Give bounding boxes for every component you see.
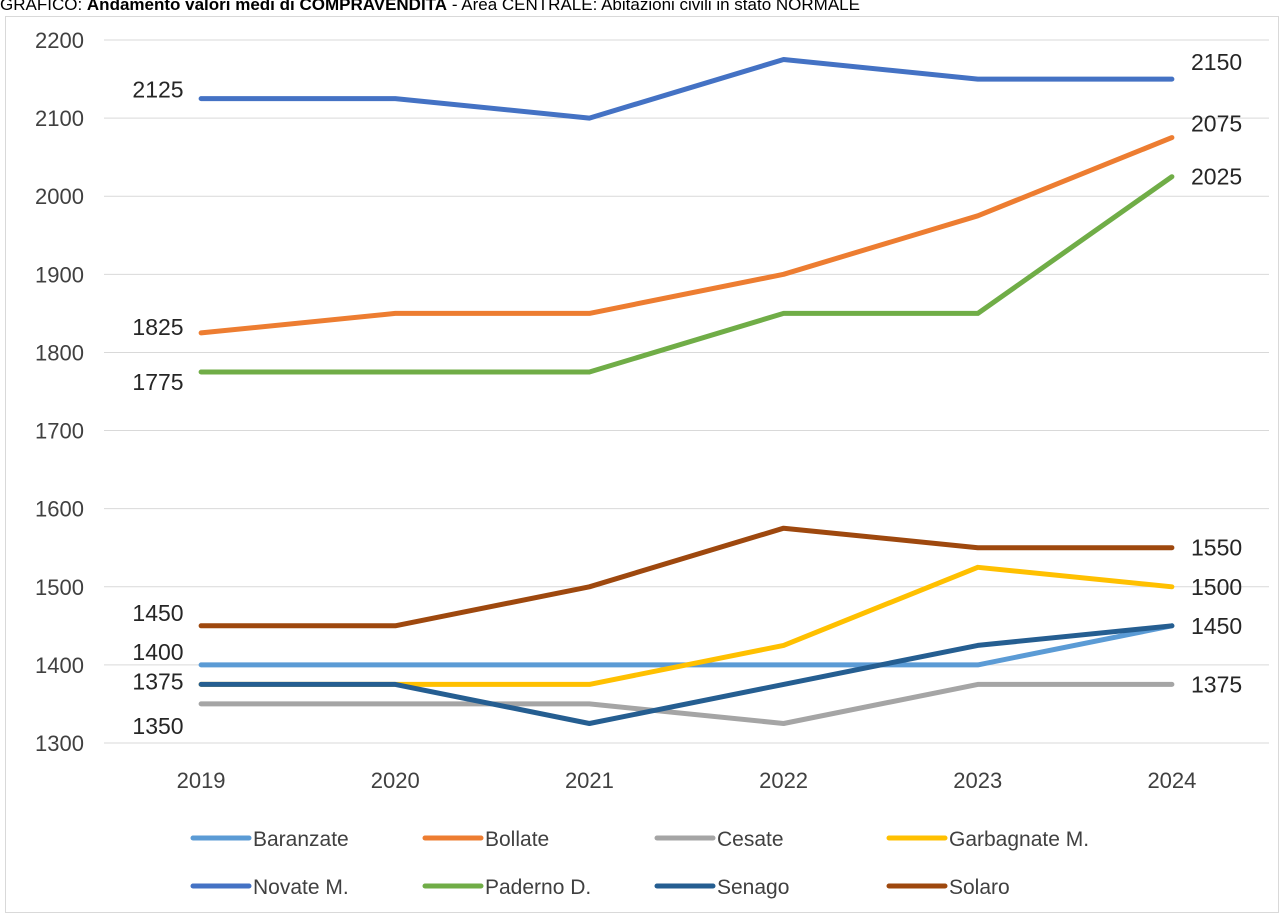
data-label-last-bollate: 2075 (1191, 111, 1242, 137)
data-label-first-cesate: 1350 (132, 713, 183, 739)
legend-label-garbagnate-m: Garbagnate M. (949, 828, 1089, 851)
x-tick-label-2022: 2022 (759, 768, 808, 793)
y-axis-tick-labels: 1300 1400 1500 1600 1700 1800 1900 2000 2100 2200 (35, 28, 84, 756)
series-line-baranzate (198, 623, 1175, 668)
data-label-first-bollate: 1825 (132, 314, 183, 340)
chart-area (5, 16, 1279, 913)
data-label-last-garbagnate-m: 1500 (1191, 574, 1242, 600)
series-lines (198, 57, 1175, 726)
data-label-last-cesate: 1375 (1191, 671, 1242, 697)
legend: Baranzate Bollate Cesate Garbagnate M. Novat… (190, 828, 1089, 899)
data-label-first-baranzate: 1400 (132, 639, 183, 665)
x-tick-label-2019: 2019 (177, 768, 226, 793)
legend-item-bollate: Bollate (422, 828, 549, 851)
legend-label-solaro: Solaro (949, 876, 1010, 899)
x-tick-label-2021: 2021 (565, 768, 614, 793)
y-tick-label-2200: 2200 (35, 28, 84, 53)
chart-caption: GRAFICO: Andamento valori medi di COMPRA… (0, 0, 1282, 17)
y-tick-label-1900: 1900 (35, 262, 84, 287)
x-tick-label-2023: 2023 (953, 768, 1002, 793)
data-label-last-paderno-d: 2025 (1191, 164, 1242, 190)
y-tick-label-1300: 1300 (35, 731, 84, 756)
y-tick-label-1600: 1600 (35, 497, 84, 522)
legend-item-baranzate: Baranzate (190, 828, 349, 851)
data-label-last-senago: 1450 (1191, 613, 1242, 639)
series-line-cesate (198, 681, 1175, 726)
legend-label-bollate: Bollate (485, 828, 549, 851)
series-line-novate-m (198, 57, 1175, 121)
data-labels: 1400 1825 1350 1375 2125 1775 1450 2150 2075 2025… (132, 49, 1242, 739)
legend-label-senago: Senago (717, 876, 789, 899)
y-tick-label-2100: 2100 (35, 106, 84, 131)
legend-label-baranzate: Baranzate (253, 828, 349, 851)
y-tick-label-1400: 1400 (35, 653, 84, 678)
data-label-first-garbagnate-m: 1375 (132, 668, 183, 694)
x-tick-label-2020: 2020 (371, 768, 420, 793)
series-line-senago (198, 623, 1175, 726)
legend-item-novate-m: Novate M. (190, 876, 349, 899)
x-axis-tick-labels: 2019 2020 2021 2022 2023 2024 (177, 768, 1197, 793)
caption-suffix: - Area CENTRALE: Abitazioni civili in st… (447, 0, 860, 14)
y-tick-label-1800: 1800 (35, 340, 84, 365)
y-tick-label-1500: 1500 (35, 575, 84, 600)
series-line-paderno-d (198, 174, 1175, 375)
legend-item-garbagnate-m: Garbagnate M. (886, 828, 1089, 851)
data-label-last-solaro: 1550 (1191, 535, 1242, 561)
legend-label-cesate: Cesate (717, 828, 784, 851)
legend-item-cesate: Cesate (654, 828, 784, 851)
data-label-first-novate-m: 2125 (132, 77, 183, 103)
data-label-first-solaro: 1450 (132, 600, 183, 626)
legend-item-solaro: Solaro (886, 876, 1010, 899)
x-tick-label-2024: 2024 (1147, 768, 1196, 793)
data-label-first-paderno-d: 1775 (132, 369, 183, 395)
y-tick-label-2000: 2000 (35, 184, 84, 209)
data-label-last-novate-m: 2150 (1191, 49, 1242, 75)
series-line-solaro (198, 525, 1175, 629)
y-tick-label-1700: 1700 (35, 419, 84, 444)
caption-prefix: GRAFICO: (0, 0, 87, 14)
series-line-bollate (198, 135, 1175, 336)
legend-label-paderno-d: Paderno D. (485, 876, 591, 899)
legend-item-paderno-d: Paderno D. (422, 876, 591, 899)
legend-item-senago: Senago (654, 876, 789, 899)
gridlines (104, 39, 1269, 744)
caption-title: Andamento valori medi di COMPRAVENDITA (86, 0, 448, 14)
legend-label-novate-m: Novate M. (253, 876, 349, 899)
